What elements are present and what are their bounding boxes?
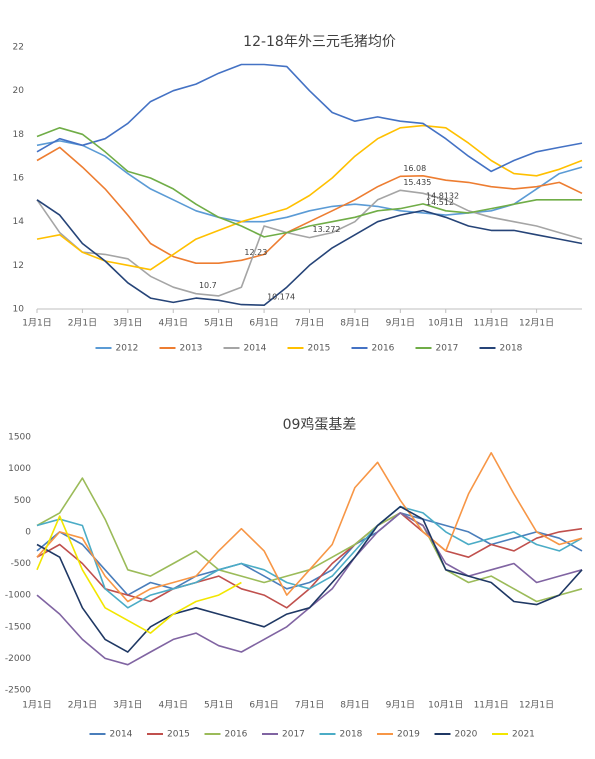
y-tick-label: 16 bbox=[13, 174, 25, 184]
series-line bbox=[36, 63, 583, 173]
legend-label: 2016 bbox=[225, 730, 248, 740]
series-line bbox=[36, 189, 583, 297]
y-tick-label: -1000 bbox=[5, 591, 31, 601]
y-tick-label: 20 bbox=[13, 86, 25, 96]
y-tick-label: 500 bbox=[14, 496, 31, 506]
legend-label: 2016 bbox=[372, 344, 395, 354]
x-tick-label: 4月1日 bbox=[159, 700, 188, 711]
legend-label: 2015 bbox=[308, 344, 331, 354]
legend-label: 2018 bbox=[340, 730, 363, 740]
data-label: 16.08 bbox=[403, 164, 426, 173]
series-line bbox=[36, 140, 583, 223]
legend-label: 2012 bbox=[116, 344, 139, 354]
y-tick-label: 22 bbox=[13, 43, 24, 53]
legend-label: 2014 bbox=[244, 344, 267, 354]
x-tick-label: 7月1日 bbox=[295, 318, 324, 329]
series-line bbox=[36, 199, 583, 306]
y-tick-label: -500 bbox=[11, 559, 32, 569]
series-line bbox=[36, 505, 583, 609]
legend-label: 2018 bbox=[500, 344, 523, 354]
x-tick-label: 6月1日 bbox=[249, 700, 278, 711]
x-tick-label: 1月1日 bbox=[22, 700, 51, 711]
x-tick-label: 9月1日 bbox=[386, 318, 415, 329]
legend-label: 2021 bbox=[512, 730, 535, 740]
legend-label: 2020 bbox=[455, 730, 478, 740]
x-tick-label: 11月1日 bbox=[474, 700, 509, 711]
y-tick-label: -1500 bbox=[5, 622, 31, 632]
legend-label: 2017 bbox=[436, 344, 459, 354]
chart-title: 09鸡蛋基差 bbox=[283, 416, 357, 433]
series-line bbox=[36, 515, 242, 634]
x-tick-label: 5月1日 bbox=[204, 318, 233, 329]
legend-label: 2014 bbox=[110, 730, 133, 740]
x-tick-label: 3月1日 bbox=[113, 700, 142, 711]
x-tick-label: 3月1日 bbox=[113, 318, 142, 329]
chart-title: 12-18年外三元毛猪均价 bbox=[243, 34, 396, 50]
x-tick-label: 6月1日 bbox=[249, 318, 278, 329]
y-tick-label: -2500 bbox=[5, 686, 31, 696]
data-label: 13.272 bbox=[313, 225, 341, 234]
x-tick-label: 11月1日 bbox=[474, 318, 509, 329]
series-line bbox=[36, 124, 583, 271]
y-tick-label: 1000 bbox=[8, 464, 31, 474]
data-label: 12.23 bbox=[244, 248, 267, 257]
legend-label: 2015 bbox=[167, 730, 190, 740]
series-line bbox=[36, 127, 582, 238]
x-tick-label: 7月1日 bbox=[295, 700, 324, 711]
data-label: 15.435 bbox=[403, 178, 431, 187]
x-tick-label: 12月1日 bbox=[519, 318, 554, 329]
x-tick-label: 10月1日 bbox=[428, 700, 463, 711]
series-line bbox=[36, 505, 583, 653]
y-tick-label: 1500 bbox=[8, 433, 31, 443]
y-tick-label: 14 bbox=[13, 217, 25, 227]
x-tick-label: 12月1日 bbox=[519, 700, 554, 711]
x-tick-label: 1月1日 bbox=[22, 318, 51, 329]
y-tick-label: 18 bbox=[13, 130, 25, 140]
x-tick-label: 4月1日 bbox=[159, 318, 188, 329]
data-label: 10.7 bbox=[199, 281, 217, 290]
x-tick-label: 9月1日 bbox=[386, 700, 415, 711]
x-tick-label: 10月1日 bbox=[428, 318, 463, 329]
legend-label: 2019 bbox=[397, 730, 420, 740]
series-line bbox=[36, 512, 583, 609]
x-tick-label: 8月1日 bbox=[340, 318, 369, 329]
series-line bbox=[36, 452, 583, 603]
y-tick-label: 12 bbox=[13, 261, 24, 271]
y-tick-label: 0 bbox=[25, 527, 31, 537]
data-label: 14.8132 bbox=[426, 191, 459, 200]
legend-label: 2017 bbox=[282, 730, 305, 740]
y-tick-label: -2000 bbox=[5, 654, 31, 664]
data-label: 14.512 bbox=[426, 198, 454, 207]
series-line bbox=[36, 512, 583, 596]
series-line bbox=[36, 146, 583, 264]
data-label: 10.174 bbox=[267, 293, 295, 302]
y-tick-label: 10 bbox=[13, 305, 25, 315]
x-tick-label: 2月1日 bbox=[68, 700, 97, 711]
legend-label: 2013 bbox=[180, 344, 203, 354]
x-tick-label: 2月1日 bbox=[68, 318, 97, 329]
x-tick-label: 8月1日 bbox=[340, 700, 369, 711]
x-tick-label: 5月1日 bbox=[204, 700, 233, 711]
